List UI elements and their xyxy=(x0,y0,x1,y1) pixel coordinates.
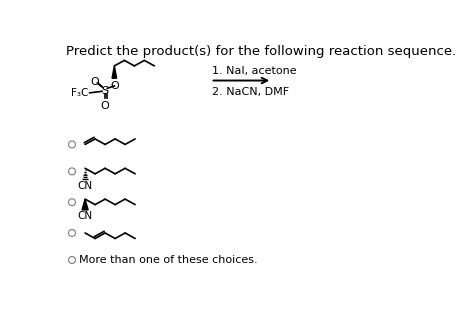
Polygon shape xyxy=(112,66,117,78)
Text: More than one of these choices.: More than one of these choices. xyxy=(79,255,257,265)
Text: O: O xyxy=(90,77,99,87)
Text: F₃C: F₃C xyxy=(71,88,88,98)
Text: 1. NaI, acetone: 1. NaI, acetone xyxy=(212,66,297,76)
Text: CN: CN xyxy=(78,212,92,221)
Text: O: O xyxy=(110,81,118,91)
Polygon shape xyxy=(82,199,88,210)
Text: S: S xyxy=(101,85,109,96)
Text: Predict the product(s) for the following reaction sequence.: Predict the product(s) for the following… xyxy=(66,45,456,58)
Text: CN: CN xyxy=(78,181,92,191)
Text: 2. NaCN, DMF: 2. NaCN, DMF xyxy=(212,87,289,97)
Text: O: O xyxy=(100,101,109,111)
